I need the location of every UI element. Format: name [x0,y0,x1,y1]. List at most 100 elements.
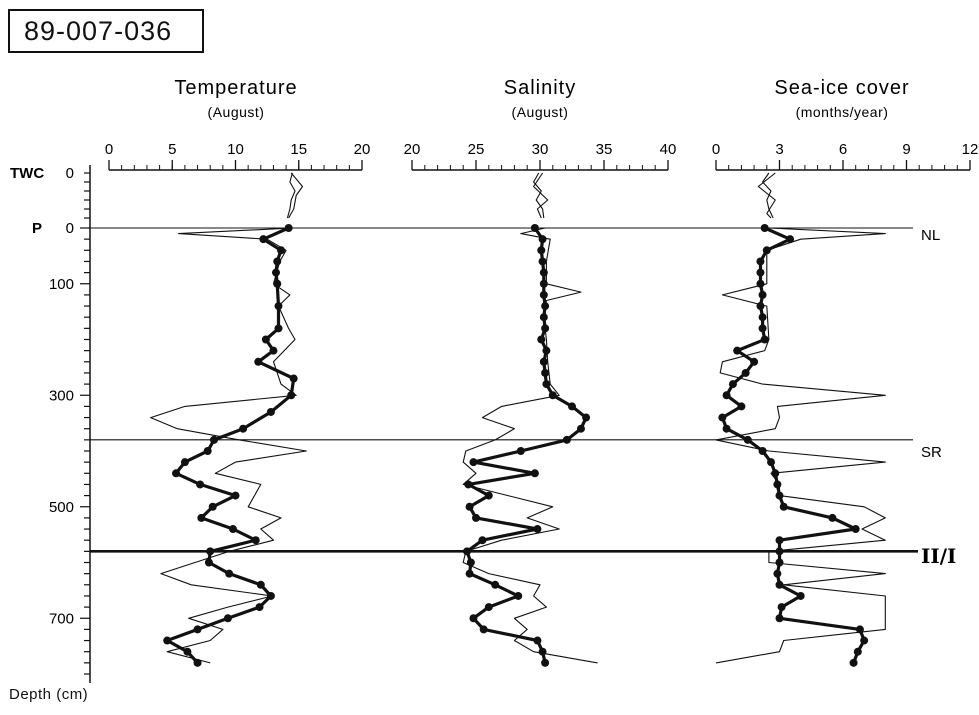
panel-0-p-bold-point-1 [259,235,268,244]
panel-2-p-bold-point-11 [733,346,742,355]
panel-2-p-bold-point-13 [741,368,750,377]
panel-0-p-bold-point-24 [251,536,260,545]
panel-2-p-bold-point-12 [750,357,759,366]
core-id-label: 89-007-036 [8,9,204,53]
panel-2-p-bold-point-5 [756,279,765,288]
panel-1-p-bold-point-30 [466,558,475,567]
panel-2-p-thin-line [715,227,886,664]
panel-1-p-bold-point-38 [538,647,547,656]
panel-1-p-bold-point-4 [539,268,548,277]
panel-2-p-bold-point-29 [775,547,784,556]
panel-0-tick-label-2: 10 [227,141,244,158]
salinity-title: Salinity [504,77,576,99]
panel-0-p-bold-point-7 [274,324,283,333]
panel-2-p-bold-point-30 [775,558,784,567]
panel-0-tick-label-0: 0 [105,141,113,158]
panel-0-p-bold-point-6 [274,302,283,311]
twc-section-label: TWC [10,165,44,182]
panel-1-p-bold-point-34 [484,603,493,612]
panel-2-p-bold-point-37 [860,636,869,645]
panel-0-p-bold-point-33 [163,636,172,645]
panel-0-p-bold-point-22 [197,513,206,522]
panel-2-p-bold-point-38 [853,647,862,656]
panel-2-p-bold-point-10 [760,335,769,344]
panel-0-p-bold-point-16 [203,447,212,455]
panel-1-p-bold-point-17 [582,413,591,422]
horizon-label-nl: NL [921,227,940,244]
panel-1-tick-label-1: 25 [468,141,485,158]
panel-0-p-bold-point-15 [209,435,218,444]
panel-0-p-bold-point-4 [271,268,280,277]
panel-0-p-bold-point-31 [223,614,232,623]
panel-2-p-bold-point-34 [777,603,786,612]
panel-2-tick-label-0: 0 [712,141,720,158]
panel-1-p-bold-point-1 [538,235,547,244]
panel-1-p-bold-point-21 [469,458,478,467]
temperature-subtitle: (August) [208,104,265,120]
panel-2-twc-bold-line [762,172,774,219]
panel-0-p-bold-point-14 [239,424,248,433]
panel-2-p-bold-point-22 [771,469,780,478]
sea-ice-subtitle: (months/year) [796,104,889,120]
panel-1-p-bold-point-22 [530,469,539,478]
panel-1-p-bold-point-23 [464,480,473,489]
panel-1-p-bold-point-33 [514,591,523,600]
panel-0-p-bold-point-27 [225,569,234,578]
panel-1-p-thin-line [462,227,598,664]
panel-1-p-bold-point-9 [541,324,550,333]
panel-2-p-bold-point-31 [773,569,782,578]
panel-2-p-bold-point-20 [758,447,767,455]
panel-0-p-bold-point-34 [183,647,192,656]
panel-0-p-bold-point-23 [228,525,237,534]
panel-0-p-bold-point-19 [196,480,205,489]
panel-1-p-bold-point-29 [463,547,472,556]
panel-2-p-bold-point-6 [758,290,767,299]
panel-1-p-bold-point-27 [533,525,542,534]
panel-2-p-bold-line [720,226,866,664]
panel-1-p-bold-point-24 [484,491,493,500]
panel-0-p-bold-point-29 [266,591,275,600]
panel-2-tick-label-3: 9 [902,141,910,158]
horizon-label-ii-i: II/I [921,544,956,568]
panel-2-p-bold-point-8 [758,313,767,322]
panel-1-p-bold-line [465,227,588,664]
panel-1-p-bold-point-7 [541,302,550,311]
panel-0-p-bold-point-8 [261,335,270,344]
panel-2-tick-label-1: 3 [775,141,783,158]
panel-0-p-bold-point-9 [269,346,278,355]
panel-0-p-bold-point-10 [254,357,263,366]
depth-tick-label-0: 0 [66,165,74,182]
panel-1-p-bold-point-39 [541,658,550,667]
panel-1-p-bold-point-37 [533,636,542,645]
panel-0-p-bold-point-35 [193,658,202,667]
salinity-subtitle: (August) [512,104,569,120]
panel-0-p-bold-point-0 [284,224,293,232]
panel-0-p-bold-point-21 [208,502,217,511]
panel-0-p-bold-point-11 [289,374,298,383]
panel-2-twc-thin-line [757,172,776,219]
panel-1-p-bold-point-12 [539,357,548,366]
panel-2-p-bold-point-39 [849,658,858,667]
panel-1-p-bold-point-28 [478,536,487,545]
panel-2-p-bold-point-35 [775,614,784,623]
panel-1-p-bold-point-16 [568,402,576,411]
panel-2-p-bold-point-26 [828,513,837,522]
panel-2-p-bold-point-16 [737,402,746,411]
panel-0-twc-bold-line [286,172,296,219]
panel-0-tick-label-1: 5 [168,141,176,158]
panel-2-p-bold-point-7 [756,302,765,311]
panel-1-tick-label-0: 20 [404,141,421,158]
panel-1-p-bold-point-11 [542,346,551,355]
depth-tick-label-3: 300 [49,387,74,404]
panel-0-p-bold-point-25 [206,547,215,556]
panel-0-p-bold-point-30 [255,603,264,612]
panel-2-p-bold-point-1 [786,235,795,244]
panel-2-p-bold-point-17 [718,413,727,422]
sea-ice-title: Sea-ice cover [774,77,909,99]
panel-1-twc-bold-line [533,172,545,219]
panel-1-p-bold-point-35 [469,614,478,623]
horizon-label-sr: SR [921,444,942,461]
panel-0-p-bold-point-32 [193,625,202,634]
panel-2-p-bold-point-3 [756,257,765,266]
